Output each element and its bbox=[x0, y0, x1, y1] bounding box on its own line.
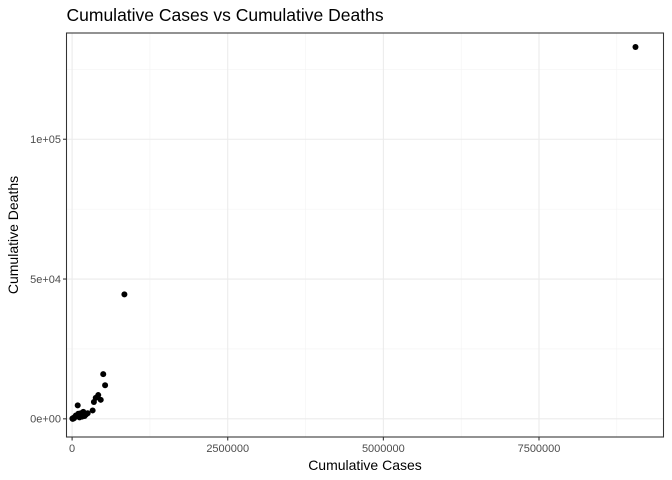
data-point bbox=[74, 402, 81, 409]
y-axis: 0e+00 5e+04 1e+05 bbox=[30, 134, 67, 426]
data-point bbox=[89, 407, 96, 414]
data-point bbox=[97, 396, 104, 403]
data-point bbox=[81, 413, 88, 420]
panel-border bbox=[65, 32, 665, 438]
data-point bbox=[102, 382, 109, 389]
x-tick-label: 5000000 bbox=[362, 443, 405, 455]
x-tick-label: 7500000 bbox=[518, 443, 561, 455]
x-tick-label: 0 bbox=[69, 443, 75, 455]
x-axis-title: Cumulative Cases bbox=[308, 457, 422, 473]
x-tick-label: 2500000 bbox=[206, 443, 249, 455]
data-point bbox=[90, 399, 97, 406]
data-point bbox=[632, 43, 639, 50]
plot-panel bbox=[65, 32, 665, 438]
x-axis: 0 2500000 5000000 7500000 bbox=[69, 437, 560, 455]
y-tick-label: 1e+05 bbox=[30, 134, 61, 146]
data-point bbox=[121, 291, 128, 298]
y-tick-label: 0e+00 bbox=[30, 414, 61, 426]
grid-lines bbox=[66, 33, 664, 437]
data-point bbox=[100, 371, 107, 378]
y-tick-label: 5e+04 bbox=[30, 274, 61, 286]
data-point bbox=[69, 415, 76, 422]
chart-title: Cumulative Cases vs Cumulative Deaths bbox=[67, 5, 384, 25]
y-axis-title: Cumulative Deaths bbox=[5, 176, 21, 294]
data-points bbox=[69, 43, 639, 422]
